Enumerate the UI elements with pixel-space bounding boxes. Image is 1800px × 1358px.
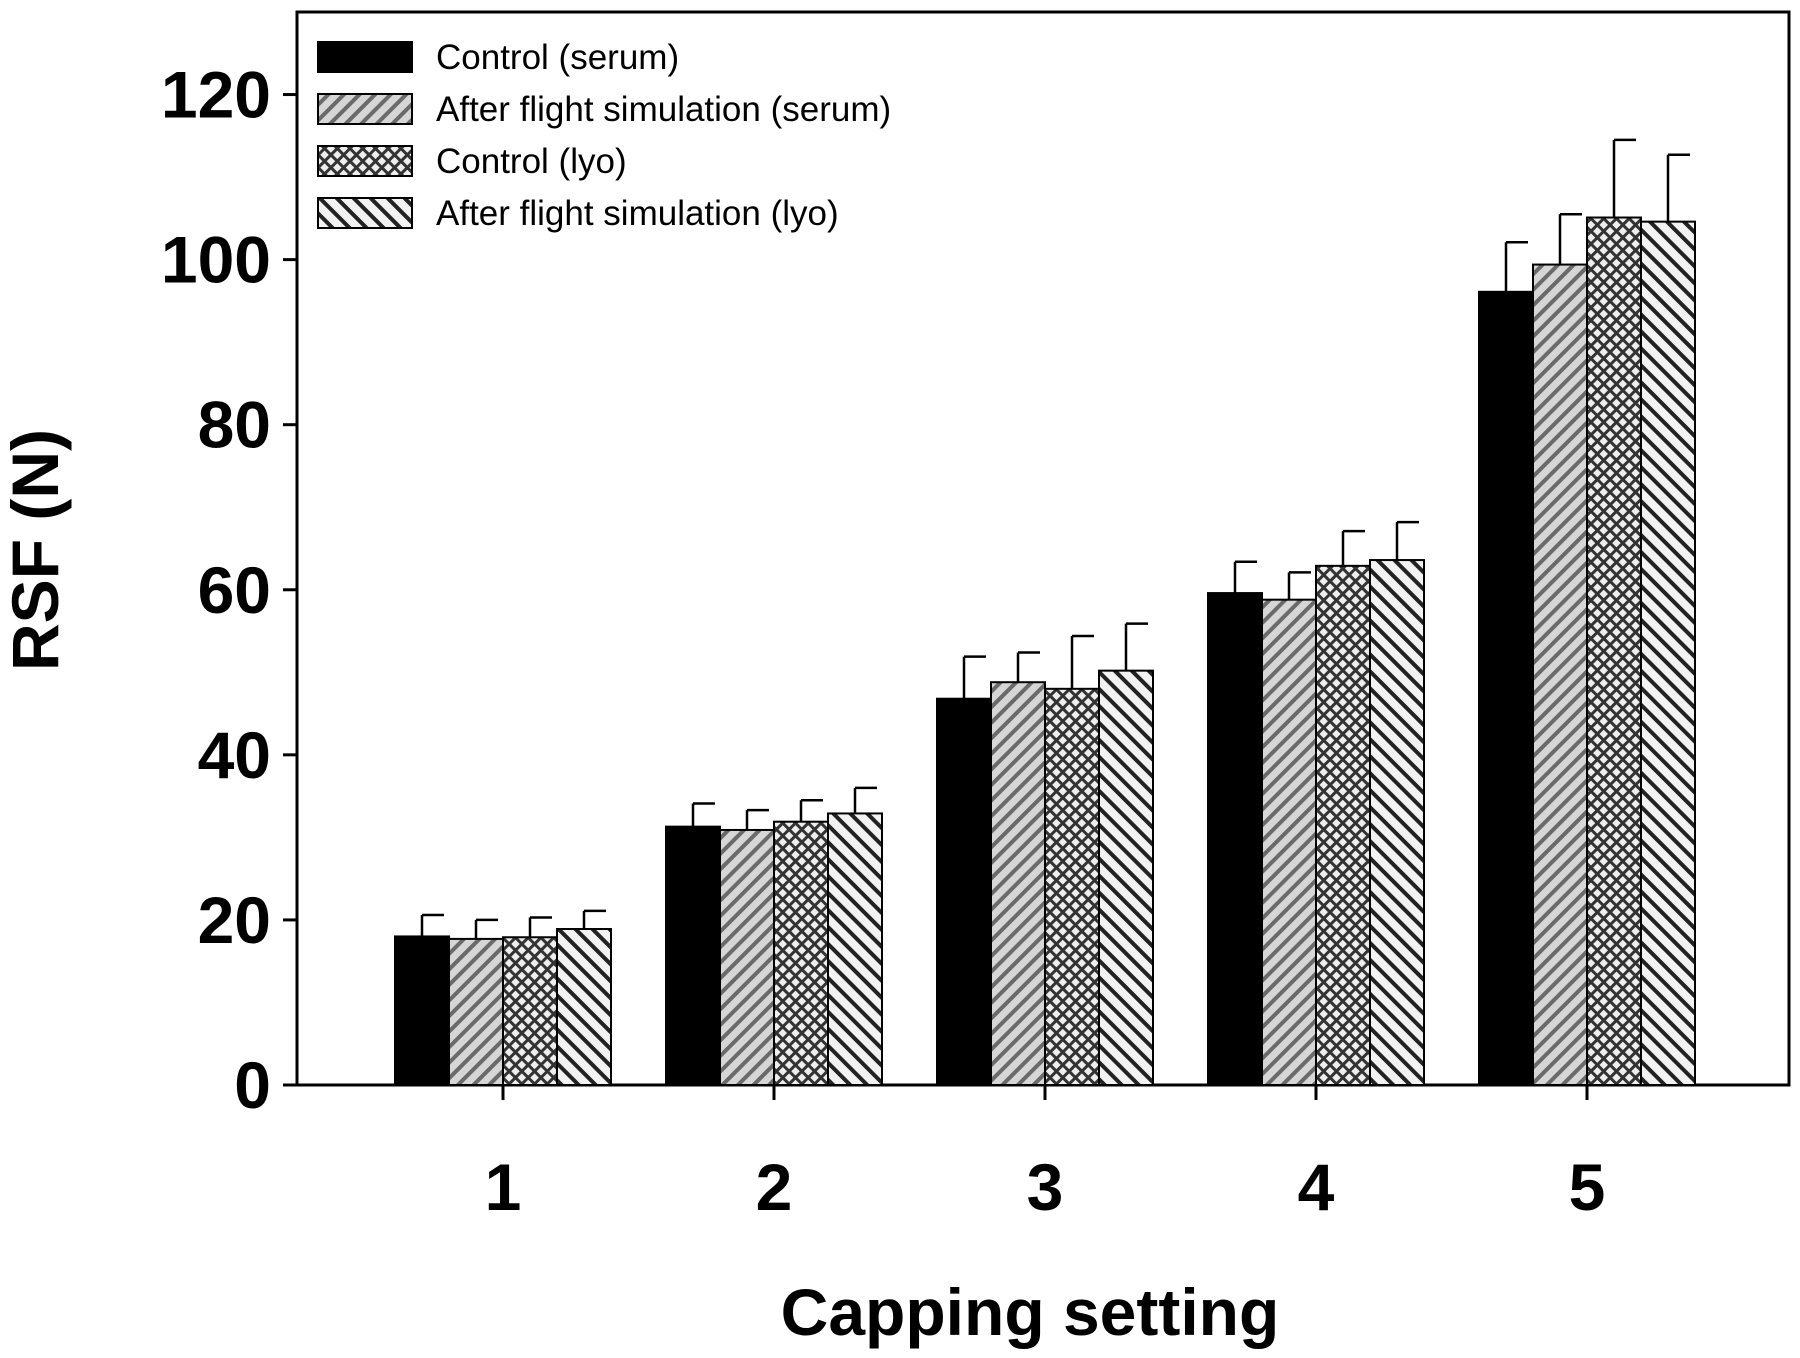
y-tick-label: 40: [198, 718, 271, 792]
legend-label: After flight simulation (serum): [436, 90, 891, 129]
y-tick-label: 120: [161, 58, 271, 132]
y-axis-title: RSF (N): [0, 429, 72, 671]
legend-swatch: [317, 93, 413, 125]
y-axis: 0 20 40 60 80 100 120: [161, 58, 297, 1122]
bar: [1315, 564, 1371, 1086]
y-tick-label: 100: [161, 223, 271, 297]
bar: [1044, 687, 1100, 1086]
x-axis: 1 2 3 4 5: [485, 1085, 1606, 1224]
bar: [502, 936, 558, 1087]
bar: [1207, 592, 1263, 1086]
error-bars-layer: [420, 138, 1690, 939]
bar: [936, 697, 992, 1086]
x-tick-label: 1: [485, 1150, 522, 1224]
bar: [1261, 598, 1317, 1086]
bar: [1640, 220, 1696, 1086]
bar: [1532, 263, 1588, 1086]
x-tick-label: 4: [1298, 1150, 1335, 1224]
bar: [394, 935, 450, 1087]
bar: [1098, 669, 1154, 1086]
bar: [1369, 559, 1425, 1086]
legend-label: Control (serum): [436, 38, 679, 77]
legend-label: Control (lyo): [436, 142, 627, 181]
y-tick-label: 80: [198, 388, 271, 462]
legend-swatch: [317, 145, 413, 177]
legend-swatch: [317, 41, 413, 73]
x-tick-label: 3: [1027, 1150, 1064, 1224]
bar: [719, 828, 775, 1087]
legend: Control (serum) After flight simulation (…: [317, 38, 891, 233]
legend-swatch: [317, 197, 413, 229]
bar: [990, 681, 1046, 1086]
bar: [827, 812, 883, 1087]
bar: [1478, 290, 1534, 1087]
bar: [773, 820, 829, 1087]
x-axis-title: Capping setting: [781, 1275, 1280, 1349]
y-tick-label: 60: [198, 553, 271, 627]
y-tick-label: 20: [198, 883, 271, 957]
legend-label: After flight simulation (lyo): [436, 194, 839, 233]
bar: [448, 937, 504, 1086]
x-tick-label: 5: [1569, 1150, 1606, 1224]
bars-layer: [394, 216, 1696, 1087]
y-tick-label: 0: [234, 1048, 271, 1122]
bar: [556, 928, 612, 1087]
bar: [665, 825, 721, 1086]
x-tick-label: 2: [756, 1150, 793, 1224]
bar: [1586, 216, 1642, 1087]
